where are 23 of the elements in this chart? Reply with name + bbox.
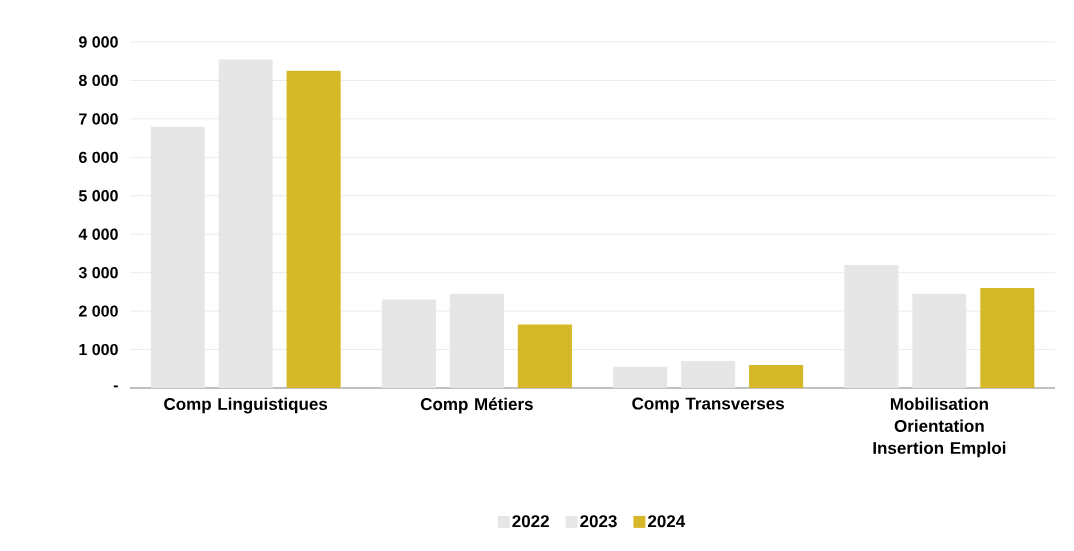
y-tick-label: 8 000 <box>78 74 118 87</box>
bar <box>681 361 736 388</box>
bar <box>286 70 341 388</box>
y-tick-label: 9 000 <box>78 36 118 48</box>
y-tick-label: 7 000 <box>79 113 118 125</box>
x-tick-label: Comp Linguistiques <box>164 397 328 414</box>
legend-label: 2022 <box>512 515 549 528</box>
y-tick-label: 4 000 <box>78 228 118 240</box>
legend-label: 2024 <box>648 515 686 528</box>
legend-label: 2023 <box>580 515 617 528</box>
x-tick-label: Mobilisation Orientation Insertion Emploi <box>873 397 1006 458</box>
bar <box>980 288 1035 388</box>
y-tick-label: 6 000 <box>79 151 118 163</box>
y-tick-label: 2 000 <box>78 305 118 317</box>
x-tick-label: Comp Transverses <box>632 397 784 413</box>
bar <box>517 324 572 388</box>
x-tick-label: Comp Métiers <box>420 397 533 414</box>
y-tick-label: 5 000 <box>78 190 118 202</box>
y-tick-label: - <box>113 385 118 388</box>
y-tick-label: 3 000 <box>78 266 118 279</box>
bar <box>613 366 668 388</box>
bar <box>749 364 804 388</box>
y-tick-label: 1 000 <box>79 343 118 356</box>
